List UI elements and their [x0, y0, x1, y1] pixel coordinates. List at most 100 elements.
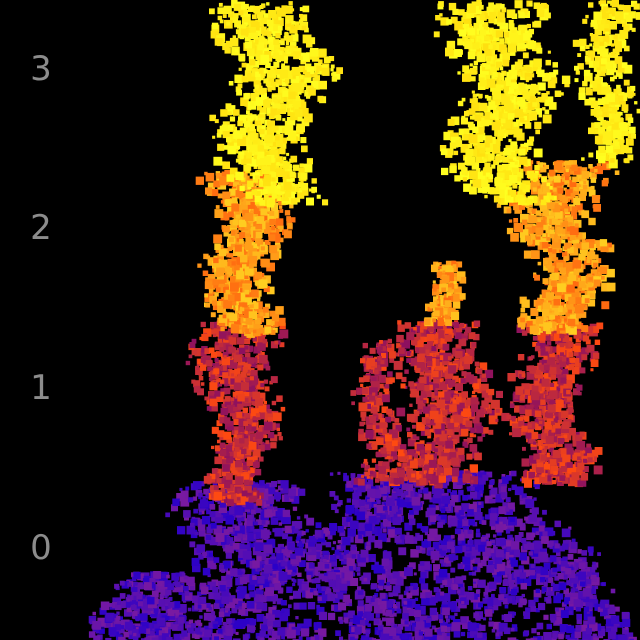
plume-cell — [556, 345, 566, 355]
plume-cell — [396, 343, 402, 349]
plume-cell — [523, 612, 531, 619]
plume-cell — [533, 547, 540, 554]
plume-cell — [215, 341, 219, 346]
plume-cell — [469, 444, 478, 452]
plume-cell — [460, 364, 464, 368]
plume-cell — [554, 543, 560, 549]
plume-cell — [460, 631, 466, 637]
plume-cell — [217, 629, 223, 634]
plume-cell — [214, 445, 221, 452]
plume-cell — [471, 553, 477, 559]
plume-cell — [469, 486, 475, 491]
plume-cell — [543, 632, 552, 640]
plume-cell — [517, 416, 524, 422]
plume-cell — [431, 559, 435, 563]
plume-cell — [419, 376, 427, 384]
plume-cell — [428, 522, 432, 526]
plume-cell — [442, 483, 448, 489]
plume-cell — [225, 377, 232, 384]
plume-cell — [223, 355, 227, 359]
plume-cell — [254, 468, 262, 476]
plume-cell — [489, 520, 496, 527]
plume-cell — [502, 598, 509, 605]
plume-cell — [426, 618, 431, 623]
plume-cell — [234, 368, 241, 375]
plume-cell — [458, 489, 464, 496]
plume-cell — [412, 583, 419, 589]
plume-cell — [338, 616, 343, 622]
plume-cell — [572, 584, 580, 592]
plume-cell — [255, 507, 261, 514]
plume-cell — [428, 459, 437, 468]
plume-cell — [539, 420, 543, 425]
plume-cell — [282, 608, 290, 617]
plume-cell — [228, 595, 236, 603]
plume-cell — [546, 395, 551, 400]
plume-cell — [406, 464, 411, 469]
plume-cell — [234, 620, 244, 629]
plume-cell — [184, 591, 190, 596]
plume-cell — [370, 471, 377, 478]
plume-cell — [242, 465, 247, 470]
plume-cell — [425, 412, 432, 420]
plume-cell — [467, 487, 471, 492]
plume-cell — [221, 588, 230, 597]
plume-cell — [246, 369, 250, 374]
plume-cell — [438, 330, 448, 340]
plume-cell — [435, 352, 440, 357]
plume-cell — [458, 455, 465, 462]
plume-cell — [454, 410, 460, 416]
plume-cell — [424, 454, 434, 464]
plume-cell — [208, 622, 215, 629]
plume-cell — [202, 496, 206, 500]
plume-cell — [251, 401, 256, 406]
plume-cell — [560, 448, 570, 458]
plume-cell — [533, 441, 537, 445]
plume-cell — [279, 342, 285, 348]
plume-cell — [546, 598, 552, 604]
plume-cell — [195, 367, 203, 375]
plume-cell — [197, 591, 202, 596]
plume-cell — [211, 329, 217, 335]
plume-cell — [558, 437, 565, 444]
plume-cell — [166, 637, 173, 640]
plume-cell — [567, 414, 574, 421]
plume-cell — [484, 609, 493, 617]
plume-cell — [540, 577, 546, 583]
plume-cell — [292, 582, 296, 587]
plume-cell — [577, 462, 585, 470]
plume-cell — [444, 334, 452, 342]
plume-cell — [428, 381, 438, 391]
plume-cell — [117, 601, 121, 605]
plume-cell — [467, 349, 475, 356]
plume-cell — [516, 324, 525, 333]
plume-cell — [450, 467, 460, 477]
plume-cell — [209, 398, 218, 407]
plume-cell — [469, 536, 473, 541]
plume-cell — [333, 495, 339, 501]
plume-cell — [209, 537, 218, 546]
plume-cell — [255, 532, 263, 539]
plume-cell — [409, 382, 418, 391]
plume-cell — [447, 356, 452, 360]
plume-cell — [350, 390, 357, 396]
plume-cell — [209, 391, 214, 396]
plume-cell — [219, 585, 226, 592]
plume-cell — [105, 614, 114, 622]
plume-cell — [599, 626, 605, 631]
plume-cell — [343, 617, 349, 623]
plume-cell — [393, 360, 403, 370]
plume-cell — [427, 384, 433, 391]
plume-cell — [406, 413, 415, 422]
plume-cell — [549, 352, 555, 359]
plume-cell — [307, 552, 317, 562]
plume-cell — [408, 509, 414, 515]
plume-cell — [558, 356, 563, 361]
plume-cell — [522, 446, 526, 451]
plume-cell — [535, 464, 545, 473]
plume-cell — [399, 357, 404, 362]
plume-cell — [404, 535, 414, 544]
plume-cell — [321, 528, 331, 537]
plume-cell — [505, 529, 511, 534]
plume-cell — [160, 589, 167, 596]
